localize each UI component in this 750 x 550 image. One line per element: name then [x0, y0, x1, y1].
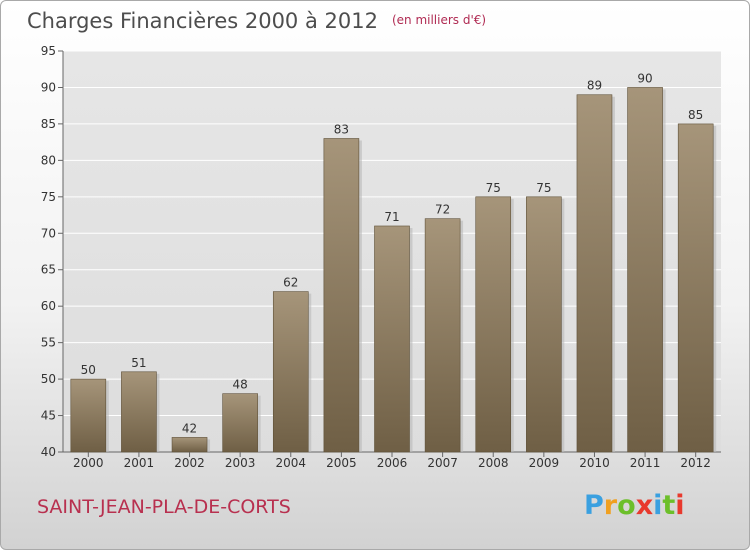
- x-tick-label: 2001: [124, 456, 155, 470]
- logo-letter: i: [675, 490, 685, 521]
- x-tick-label: 2010: [579, 456, 610, 470]
- y-tick-label: 55: [41, 336, 56, 350]
- data-label: 42: [182, 421, 197, 435]
- logo-letter: P: [584, 490, 604, 521]
- data-label: 85: [688, 108, 703, 122]
- x-tick-label: 2009: [529, 456, 560, 470]
- chart-title-text: Charges Financières 2000 à 2012: [27, 9, 378, 33]
- y-tick-label: 85: [41, 117, 56, 131]
- data-label: 51: [131, 356, 146, 370]
- y-tick-label: 45: [41, 409, 56, 423]
- data-label: 50: [81, 363, 96, 377]
- bar: [222, 393, 258, 453]
- data-label: 48: [233, 378, 248, 392]
- bar: [677, 123, 714, 453]
- x-tick-label: 2007: [427, 456, 458, 470]
- logo-letter: t: [662, 490, 676, 521]
- bar: [576, 94, 613, 453]
- x-tick-label: 2000: [73, 456, 104, 470]
- data-label: 75: [486, 181, 501, 195]
- x-tick-label: 2006: [377, 456, 408, 470]
- logo-letter: o: [617, 490, 636, 521]
- x-tick-label: 2005: [326, 456, 357, 470]
- bar: [526, 196, 562, 453]
- bar: [171, 437, 208, 453]
- logo-letter: x: [635, 490, 654, 521]
- bar: [424, 218, 461, 453]
- y-tick-label: 40: [41, 445, 56, 459]
- x-tick-label: 2002: [174, 456, 205, 470]
- data-label: 83: [334, 122, 349, 136]
- data-label: 89: [587, 79, 602, 93]
- proxiti-logo: Proxiti: [584, 490, 685, 521]
- x-tick-label: 2008: [478, 456, 509, 470]
- data-label: 62: [283, 276, 298, 290]
- y-tick-label: 80: [41, 153, 56, 167]
- bar: [70, 378, 107, 453]
- chart-title: Charges Financières 2000 à 2012 (en milli…: [27, 9, 486, 33]
- bar: [475, 196, 512, 453]
- y-tick-label: 70: [41, 226, 56, 240]
- y-tick-label: 90: [41, 80, 56, 94]
- data-label: 75: [536, 181, 551, 195]
- bar: [374, 225, 410, 453]
- logo-letter: i: [653, 490, 663, 521]
- x-tick-label: 2004: [275, 456, 306, 470]
- y-tick-label: 65: [41, 263, 56, 277]
- bar: [121, 371, 157, 453]
- bar: [272, 291, 309, 453]
- logo-letter: r: [603, 490, 618, 521]
- data-label: 72: [435, 203, 450, 217]
- data-label: 90: [637, 71, 652, 85]
- y-tick-label: 50: [41, 372, 56, 386]
- x-tick-label: 2003: [225, 456, 256, 470]
- bar: [323, 138, 360, 453]
- bar: [627, 87, 663, 453]
- y-tick-label: 95: [41, 44, 56, 58]
- x-tick-label: 2012: [680, 456, 711, 470]
- data-label: 71: [384, 210, 399, 224]
- chart-unit: (en milliers d'€): [391, 13, 487, 27]
- y-tick-label: 75: [41, 190, 56, 204]
- commune-name: SAINT-JEAN-PLA-DE-CORTS: [37, 496, 291, 518]
- x-tick-label: 2011: [630, 456, 661, 470]
- y-tick-label: 60: [41, 299, 56, 313]
